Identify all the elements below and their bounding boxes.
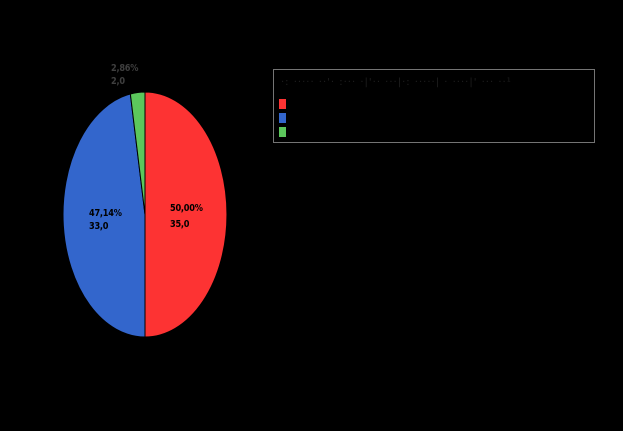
pie-slice-3 — [129, 91, 146, 215]
slice-1-value-label: 35,0 — [170, 219, 190, 230]
slice-2-percent-label: 47,14% — [89, 208, 122, 219]
pie-slice-2 — [62, 93, 146, 338]
slice-3-value-label: 2,0 — [111, 76, 125, 87]
slice-1-percent-label: 50,00% — [170, 203, 203, 214]
legend-swatch-1 — [279, 99, 286, 109]
legend-swatch-2 — [279, 113, 286, 123]
slice-2-value-label: 33,0 — [89, 221, 109, 232]
legend-title: ·: ····· ··'· :··· ·|'·· ···|·: ·····| ·… — [281, 77, 512, 88]
legend: ·: ····· ··'· :··· ·|'·· ···|·: ·····| ·… — [273, 69, 595, 143]
slice-3-percent-label: 2,86% — [111, 63, 139, 74]
legend-swatch-3 — [279, 127, 286, 137]
pie-slice-1 — [144, 91, 228, 338]
